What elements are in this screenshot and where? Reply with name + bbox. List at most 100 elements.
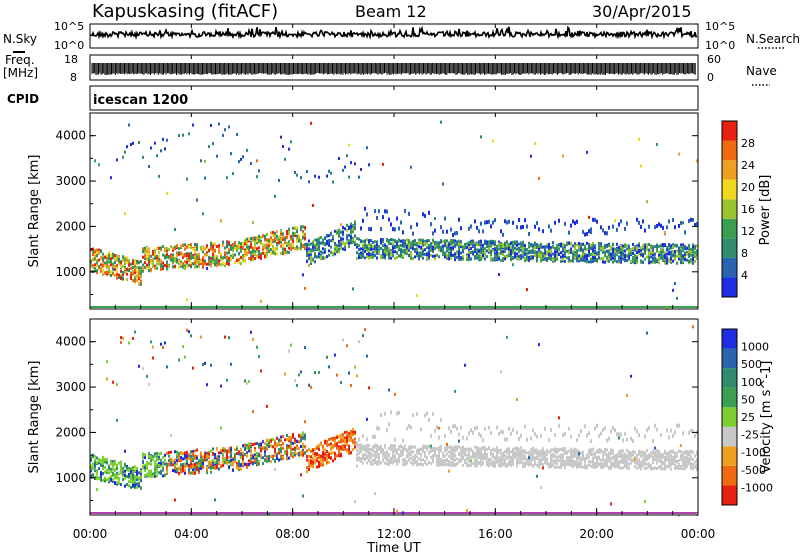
echo-cell [340, 243, 342, 247]
echo-cell [418, 241, 420, 245]
echo-cell [504, 257, 506, 261]
echo-cell [540, 250, 542, 254]
echo-cell [158, 262, 160, 266]
echo-cell-layer [528, 231, 530, 236]
echo-cell [374, 250, 376, 254]
noise-cell [106, 360, 108, 364]
echo-cell [388, 252, 390, 256]
echo-cell [630, 259, 632, 263]
echo-cell-layer [482, 229, 484, 234]
echo-cell [640, 250, 642, 254]
echo-cell [356, 236, 358, 240]
echo-cell [354, 222, 356, 226]
echo-cell [180, 262, 182, 266]
echo-cell [176, 462, 178, 466]
echo-cell [202, 466, 204, 470]
echo-cell [508, 242, 510, 246]
echo-cell [202, 263, 204, 267]
echo-cell [454, 252, 456, 256]
echo-cell-layer [388, 217, 390, 222]
echo-cell [150, 469, 152, 473]
echo-cell [288, 456, 290, 460]
echo-cell [176, 254, 178, 258]
echo-cell [370, 455, 372, 459]
echo-cell [236, 466, 238, 470]
echo-cell [376, 247, 378, 251]
echo-cell [402, 243, 404, 247]
echo-cell [638, 242, 640, 246]
echo-cell [142, 247, 144, 251]
echo-cell-layer [374, 209, 376, 214]
echo-cell [116, 473, 118, 477]
echo-cell [290, 247, 292, 251]
echo-cell [184, 264, 186, 268]
echo-cell-layer [538, 227, 540, 232]
echo-cell [330, 437, 332, 441]
echo-cell [474, 241, 476, 245]
echo-cell-layer [602, 228, 604, 233]
echo-cell [130, 273, 132, 277]
echo-cell-layer [638, 220, 640, 225]
echo-cell [546, 258, 548, 262]
echo-cell [172, 257, 174, 261]
echo-cell [526, 248, 528, 252]
colorbar-tick-label: 24 [741, 159, 755, 172]
echo-cell [448, 243, 450, 247]
echo-cell-layer [666, 225, 668, 230]
echo-cell [246, 462, 248, 466]
echo-cell [618, 255, 620, 259]
echo-cell [210, 464, 212, 468]
echo-cell [662, 249, 664, 253]
echo-cell [192, 450, 194, 454]
echo-cell [350, 229, 352, 233]
echo-cell [204, 259, 206, 263]
echo-cell [664, 251, 666, 255]
echo-cell [374, 458, 376, 462]
freq-tick-bottom: 8 [70, 71, 77, 84]
echo-cell [262, 251, 264, 255]
echo-cell [184, 456, 186, 460]
echo-cell [124, 465, 126, 469]
echo-cell-layer [470, 224, 472, 229]
echo-cell [176, 260, 178, 264]
echo-cell [348, 239, 350, 243]
echo-cell [160, 451, 162, 455]
echo-cell [484, 247, 486, 251]
echo-cell [228, 259, 230, 263]
echo-cell [634, 253, 636, 257]
noise-cell [358, 237, 360, 241]
echo-cell [342, 225, 344, 229]
echo-cell [250, 455, 252, 459]
echo-cell [272, 233, 274, 237]
echo-cell [274, 442, 276, 446]
echo-cell [424, 252, 426, 256]
echo-cell [694, 253, 696, 257]
echo-cell [644, 251, 646, 255]
echo-cell [260, 444, 262, 448]
echo-cell [344, 444, 346, 448]
echo-cell-upper [242, 155, 244, 159]
echo-cell [144, 254, 146, 258]
echo-cell [166, 249, 168, 253]
echo-cell [156, 262, 158, 266]
echo-cell [210, 243, 212, 247]
echo-cell [254, 243, 256, 247]
echo-cell [374, 247, 376, 251]
echo-cell [338, 239, 340, 243]
echo-cell [560, 242, 562, 246]
echo-cell [684, 253, 686, 257]
echo-cell [682, 249, 684, 253]
echo-cell [682, 254, 684, 258]
echo-cell [590, 246, 592, 250]
noise-cell [410, 165, 412, 169]
echo-cell [482, 243, 484, 247]
echo-cell [188, 263, 190, 267]
echo-cell [250, 457, 252, 461]
echo-cell [322, 455, 324, 459]
echo-cell [636, 254, 638, 258]
echo-cell-upper [252, 337, 254, 341]
echo-cell [390, 256, 392, 260]
echo-cell [176, 244, 178, 248]
echo-cell [198, 260, 200, 264]
echo-cell [358, 446, 360, 450]
